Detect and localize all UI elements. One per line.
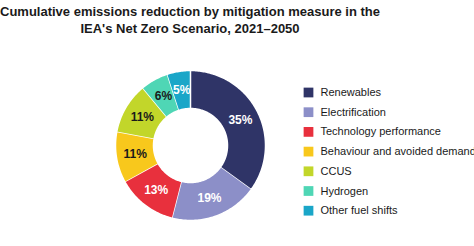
- svg-text:6%: 6%: [155, 89, 173, 103]
- svg-text:11%: 11%: [124, 147, 148, 161]
- svg-text:Technology performance: Technology performance: [321, 125, 441, 137]
- svg-text:Electrification: Electrification: [321, 106, 386, 118]
- svg-text:5%: 5%: [173, 83, 191, 97]
- svg-text:13%: 13%: [144, 183, 168, 197]
- svg-text:Behaviour and avoided demand: Behaviour and avoided demand: [321, 145, 474, 157]
- html-text:Cumulative emissions reduction: Cumulative emissions reduction by mitiga…: [0, 4, 380, 36]
- svg-text:35%: 35%: [228, 113, 252, 127]
- svg-text:CCUS: CCUS: [321, 165, 352, 177]
- svg-text:Hydrogen: Hydrogen: [321, 185, 369, 197]
- svg-text:Renewables: Renewables: [321, 86, 382, 98]
- svg-text:19%: 19%: [197, 191, 221, 205]
- svg-text:Other fuel shifts: Other fuel shifts: [321, 204, 399, 216]
- svg-text:11%: 11%: [131, 110, 155, 124]
